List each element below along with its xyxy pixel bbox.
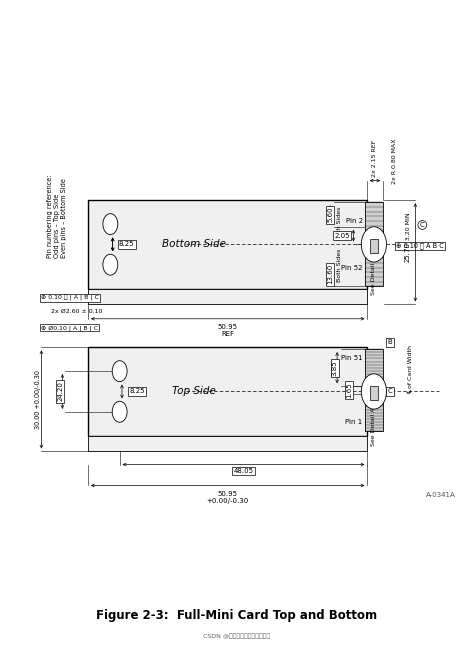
Text: ⊕ 0.10 Ⓜ | A | B | C: ⊕ 0.10 Ⓜ | A | B | C bbox=[41, 295, 99, 301]
Text: A-0341A: A-0341A bbox=[426, 492, 456, 498]
Text: 24.20: 24.20 bbox=[57, 381, 63, 401]
Text: 2x R 0.80 MAX: 2x R 0.80 MAX bbox=[392, 138, 397, 184]
Text: 5.60: 5.60 bbox=[327, 207, 333, 222]
Text: 13.60: 13.60 bbox=[327, 264, 333, 284]
Text: C: C bbox=[387, 389, 392, 395]
Text: Top Side: Top Side bbox=[172, 387, 216, 397]
Text: 8.25: 8.25 bbox=[119, 242, 135, 248]
Text: Both Sides: Both Sides bbox=[337, 249, 342, 282]
Text: 8.25: 8.25 bbox=[129, 389, 145, 395]
Text: ⊕ 0.10 Ⓜ A B C: ⊕ 0.10 Ⓜ A B C bbox=[396, 243, 444, 250]
Circle shape bbox=[112, 401, 127, 422]
Text: Figure 2-3:  Full-Mini Card Top and Bottom: Figure 2-3: Full-Mini Card Top and Botto… bbox=[96, 609, 378, 622]
Text: 48.05: 48.05 bbox=[234, 468, 254, 474]
Text: Pin 2: Pin 2 bbox=[346, 218, 363, 224]
Text: CSDN @左边右转第二排的张大爷: CSDN @左边右转第二排的张大爷 bbox=[203, 634, 271, 639]
Text: 1.65: 1.65 bbox=[346, 383, 352, 398]
Text: See Detail A: See Detail A bbox=[372, 408, 376, 446]
Bar bbox=[365, 394, 383, 431]
Text: Pin 52: Pin 52 bbox=[341, 265, 363, 271]
Circle shape bbox=[112, 361, 127, 381]
Text: 50.95
REF: 50.95 REF bbox=[218, 324, 237, 337]
Text: 50.95
+0.00/-0.30: 50.95 +0.00/-0.30 bbox=[207, 491, 249, 504]
Text: ℄ of Card Width: ℄ of Card Width bbox=[409, 345, 413, 394]
Text: 2.05: 2.05 bbox=[334, 232, 349, 238]
Text: Pin 1: Pin 1 bbox=[346, 419, 363, 425]
Text: ⊕ Ø0.10 | A | B | C: ⊕ Ø0.10 | A | B | C bbox=[41, 325, 99, 330]
Bar bbox=[365, 203, 383, 286]
Text: 25.70: 25.70 bbox=[405, 242, 410, 262]
Bar bbox=[88, 201, 367, 289]
Bar bbox=[88, 436, 367, 451]
Circle shape bbox=[361, 374, 386, 409]
Text: 2x Ø2.60 ± 0.10: 2x Ø2.60 ± 0.10 bbox=[51, 309, 102, 314]
Circle shape bbox=[103, 254, 118, 275]
Text: 2x 3.20 MIN: 2x 3.20 MIN bbox=[406, 213, 411, 250]
Bar bbox=[88, 289, 367, 305]
Text: 3.85: 3.85 bbox=[332, 360, 338, 375]
Bar bbox=[370, 239, 378, 253]
Bar bbox=[365, 349, 383, 386]
Text: See Detail B: See Detail B bbox=[372, 257, 376, 295]
Text: Pin 51: Pin 51 bbox=[341, 355, 363, 361]
Text: Bottom Side: Bottom Side bbox=[162, 240, 226, 250]
Text: B: B bbox=[387, 339, 392, 345]
Text: C: C bbox=[420, 222, 425, 228]
Text: Both Sides: Both Sides bbox=[337, 207, 342, 240]
Circle shape bbox=[103, 214, 118, 234]
Circle shape bbox=[361, 227, 386, 262]
Bar bbox=[88, 348, 367, 436]
Text: Pin numbering reference:
Odd pins – Top Side
Even pins – Bottom Side: Pin numbering reference: Odd pins – Top … bbox=[47, 174, 67, 258]
Text: 2x 2.15 REF: 2x 2.15 REF bbox=[373, 140, 377, 177]
Bar bbox=[370, 386, 378, 401]
Text: 30.00 +0.00/-0.30: 30.00 +0.00/-0.30 bbox=[35, 370, 41, 429]
